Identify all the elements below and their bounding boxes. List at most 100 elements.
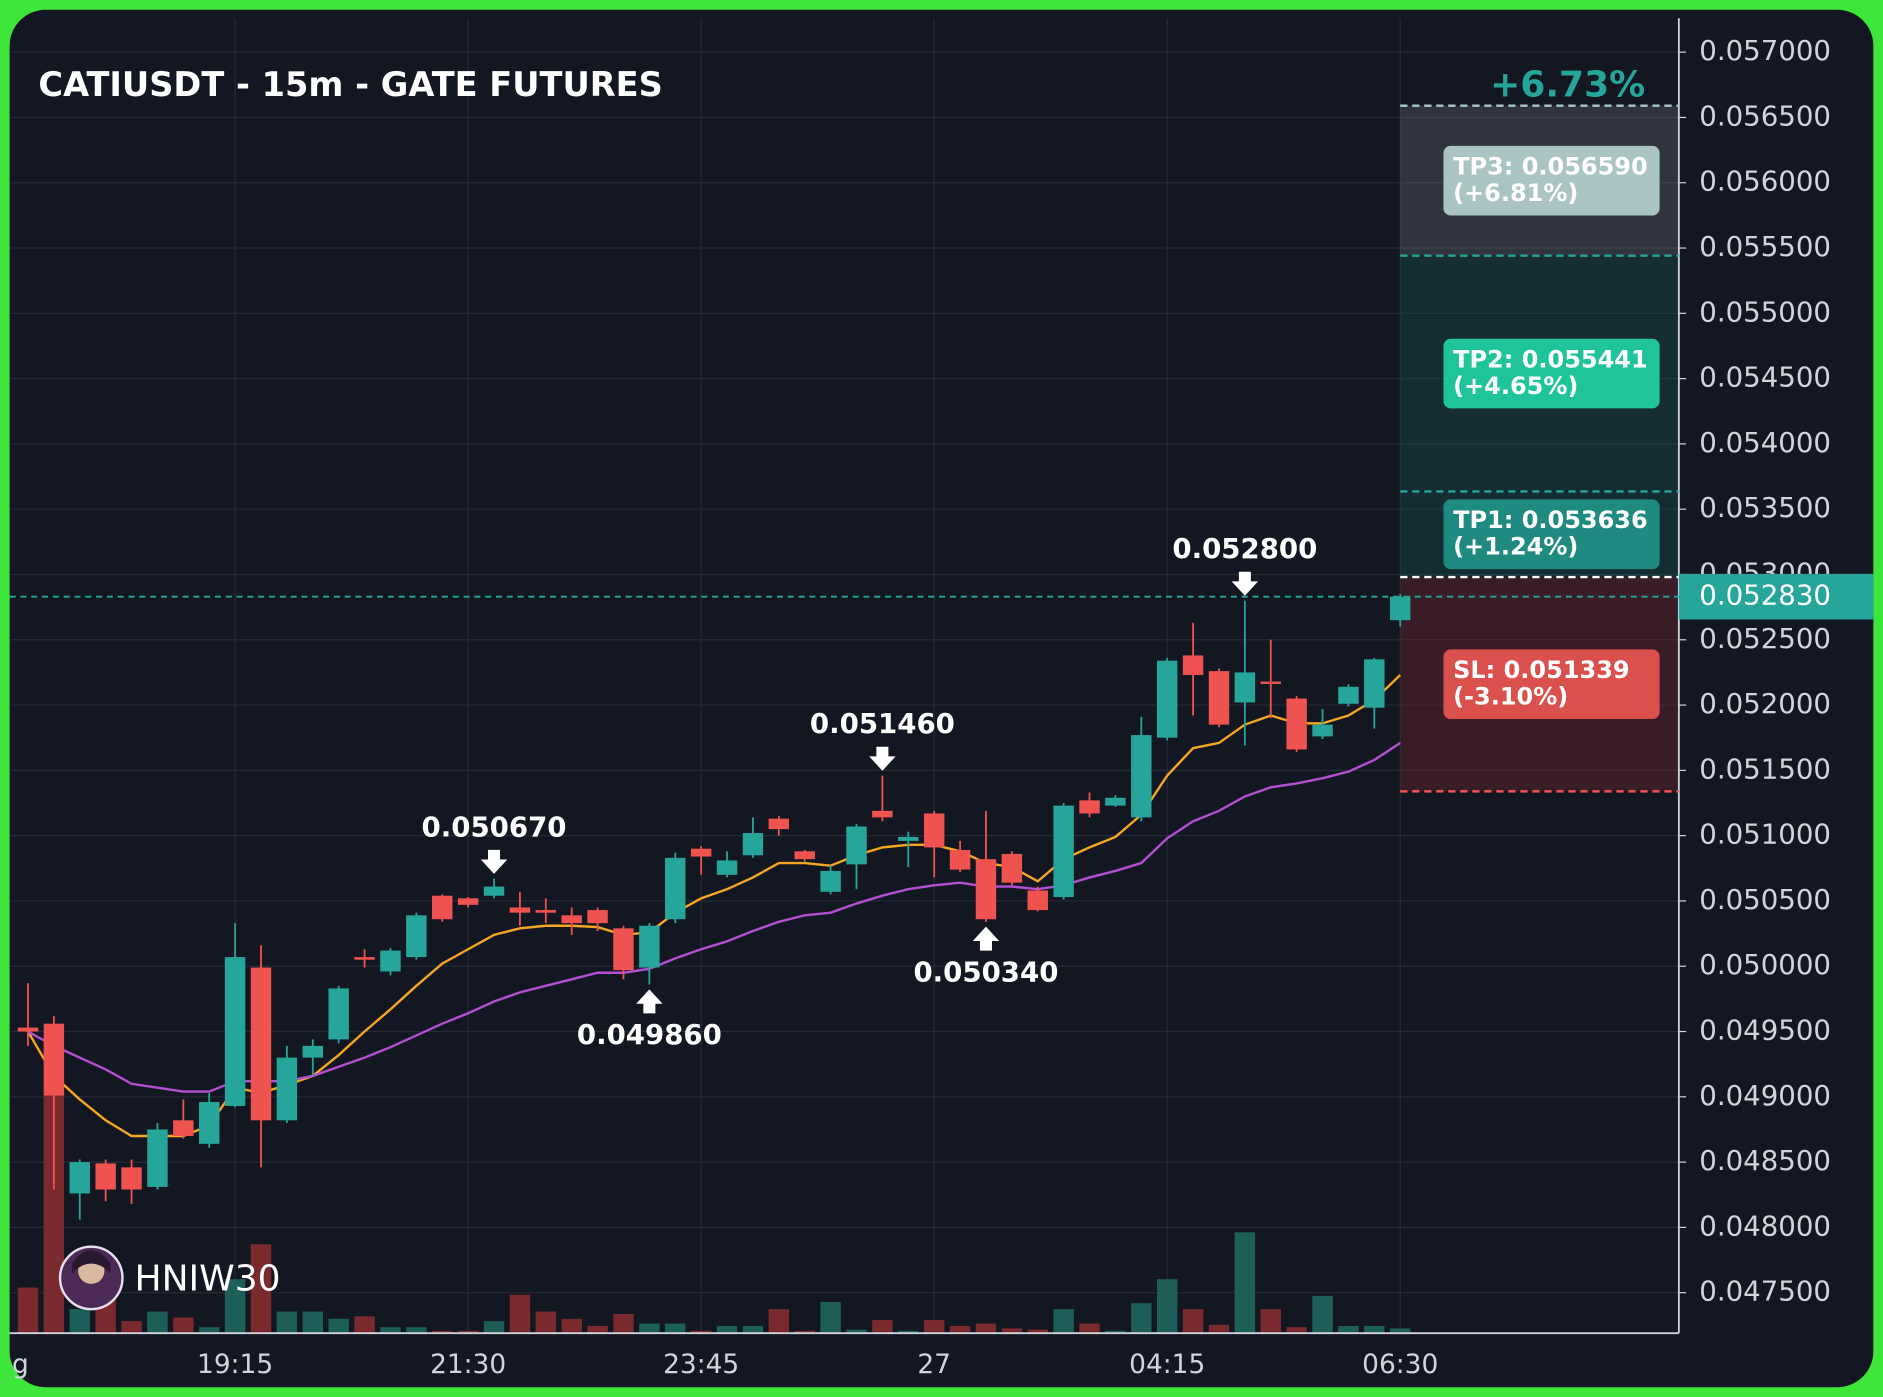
volume-bar bbox=[1312, 1295, 1333, 1334]
y-tick-label: 0.054000 bbox=[1699, 426, 1831, 459]
candle-body bbox=[820, 870, 841, 892]
candle-body bbox=[1260, 681, 1281, 684]
candle-body bbox=[716, 860, 738, 875]
candle-body bbox=[975, 859, 997, 920]
volume-bar bbox=[147, 1311, 168, 1334]
candle-body bbox=[1105, 797, 1126, 806]
volume-bar bbox=[794, 1330, 815, 1334]
volume-bar bbox=[1053, 1309, 1074, 1334]
y-tick-label: 0.056500 bbox=[1699, 99, 1831, 132]
annotation-arrow bbox=[972, 926, 1000, 951]
current-price-badge bbox=[1678, 573, 1874, 620]
volume-bar bbox=[302, 1311, 323, 1334]
candles bbox=[17, 594, 1411, 1220]
candle-body bbox=[923, 813, 945, 848]
candle-body bbox=[43, 1023, 65, 1096]
volume-bar bbox=[613, 1313, 634, 1334]
volume-bar bbox=[173, 1317, 194, 1334]
y-tick-label: 0.055500 bbox=[1699, 230, 1831, 263]
volume-bar bbox=[121, 1321, 142, 1334]
volume-bar bbox=[328, 1318, 349, 1334]
candle-body bbox=[173, 1120, 194, 1136]
candle-body bbox=[276, 1057, 298, 1121]
candle-body bbox=[199, 1102, 220, 1144]
level-label-box bbox=[1443, 649, 1660, 720]
candle-body bbox=[690, 848, 712, 857]
volume-bar bbox=[561, 1318, 582, 1334]
volume-bar bbox=[1182, 1309, 1204, 1334]
volume-bar bbox=[1105, 1330, 1126, 1334]
annotation-label: 0.050670 bbox=[422, 810, 567, 843]
candle-body bbox=[457, 898, 479, 905]
x-edge-label: g bbox=[12, 1349, 29, 1380]
volume-bar bbox=[457, 1330, 479, 1334]
candle-body bbox=[949, 850, 971, 870]
volume bbox=[17, 1095, 1411, 1334]
candle-body bbox=[224, 957, 246, 1106]
candle-body bbox=[1053, 805, 1074, 898]
volume-bar bbox=[432, 1330, 453, 1334]
volume-bar bbox=[535, 1311, 557, 1334]
candle-body bbox=[639, 925, 660, 968]
candle-body bbox=[846, 826, 867, 865]
avatar-hair bbox=[72, 1250, 111, 1274]
x-tick-label: 23:45 bbox=[663, 1349, 739, 1380]
level-change: (+6.81%) bbox=[1453, 179, 1578, 207]
volume-bar bbox=[716, 1325, 738, 1334]
candle-body bbox=[1234, 672, 1256, 703]
volume-bar bbox=[406, 1327, 427, 1334]
level-label-box bbox=[1443, 499, 1660, 570]
y-tick-label: 0.053500 bbox=[1699, 491, 1831, 524]
volume-bar bbox=[820, 1301, 841, 1334]
volume-bar bbox=[483, 1321, 505, 1334]
volume-bar bbox=[1131, 1303, 1152, 1334]
candle-body bbox=[535, 910, 557, 913]
chart-background bbox=[9, 9, 1874, 1388]
x-tick-label: 04:15 bbox=[1129, 1349, 1205, 1380]
level-label-box bbox=[1443, 145, 1660, 216]
x-tick-label: 19:15 bbox=[197, 1349, 273, 1380]
x-tick-label: 27 bbox=[917, 1349, 951, 1380]
candle-body bbox=[250, 967, 272, 1121]
volume-bar bbox=[1208, 1324, 1230, 1334]
y-tick-label: 0.057000 bbox=[1699, 34, 1831, 67]
volume-bar bbox=[276, 1311, 298, 1334]
candle-body bbox=[1208, 671, 1230, 725]
candle-body bbox=[380, 950, 401, 972]
candle-body bbox=[1286, 698, 1307, 750]
volume-bar bbox=[354, 1316, 375, 1334]
y-tick-label: 0.052000 bbox=[1699, 687, 1831, 720]
volume-bar bbox=[846, 1329, 867, 1334]
y-tick-label: 0.049000 bbox=[1699, 1079, 1831, 1112]
candle-body bbox=[1156, 660, 1178, 738]
volume-bar bbox=[1027, 1329, 1048, 1334]
candle-body bbox=[898, 836, 919, 841]
candle-body bbox=[561, 915, 582, 924]
candle-body bbox=[1364, 659, 1385, 708]
chart-title: CATIUSDT - 15m - GATE FUTURES bbox=[38, 65, 662, 104]
annotation-label: 0.051460 bbox=[810, 707, 955, 740]
y-tick-label: 0.055000 bbox=[1699, 295, 1831, 328]
volume-bar bbox=[380, 1327, 401, 1334]
volume-bar bbox=[69, 1309, 90, 1334]
volume-bar bbox=[43, 1095, 65, 1334]
candle-body bbox=[354, 957, 375, 960]
candle-body bbox=[794, 851, 815, 860]
overlays: CATIUSDT - 15m - GATE FUTURES +6.73% HNI… bbox=[9, 18, 1874, 1380]
candle-body bbox=[768, 818, 790, 830]
volume-bar bbox=[587, 1325, 608, 1334]
annotation-arrow bbox=[636, 989, 663, 1014]
volume-bar bbox=[742, 1325, 764, 1334]
candle-body bbox=[17, 1027, 39, 1032]
volume-bar bbox=[1234, 1232, 1256, 1334]
annotation-label: 0.050340 bbox=[913, 955, 1058, 988]
candle-body bbox=[1182, 655, 1204, 676]
annotation-arrow bbox=[1231, 571, 1259, 596]
candle-body bbox=[406, 915, 427, 958]
volume-bar bbox=[1079, 1323, 1100, 1334]
volume-bar bbox=[17, 1287, 39, 1334]
candle-body bbox=[1338, 686, 1359, 704]
y-tick-label: 0.050500 bbox=[1699, 883, 1831, 916]
candle-body bbox=[95, 1163, 116, 1190]
y-tick-label: 0.051500 bbox=[1699, 752, 1831, 785]
